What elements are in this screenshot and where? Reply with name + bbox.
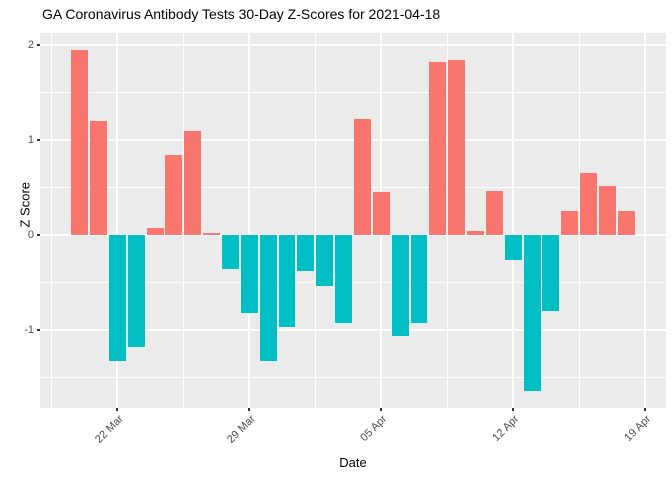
y-tick-mark [37,234,40,237]
bar [71,50,89,236]
x-tick-label: 29 Mar [225,413,258,446]
bar [580,172,598,236]
gridline-major-h [40,329,666,332]
bar [485,190,503,236]
gridline-minor-v [446,33,448,408]
bar [184,130,202,236]
bar [372,191,390,236]
bar [108,235,126,362]
gridline-major-v [644,33,647,408]
gridline-major-v [512,33,515,408]
bar [259,235,277,361]
bar [599,185,617,236]
bar [429,62,447,236]
bar [523,235,541,391]
y-tick-mark [37,139,40,142]
x-axis-title: Date [339,455,367,470]
bar [353,119,371,236]
gridline-major-v [116,33,119,408]
gridline-major-h [40,139,666,142]
gridline-minor-h [40,92,666,94]
bar [165,154,183,236]
x-tick-label: 22 Mar [93,413,126,446]
bar [448,59,466,236]
chart-title: GA Coronavirus Antibody Tests 30-Day Z-S… [42,6,441,22]
bar [467,231,485,236]
x-tick-mark [380,408,383,411]
bar [316,235,334,287]
plot-panel [40,33,666,408]
x-tick-label: 19 Apr [622,413,654,444]
bar [146,227,164,236]
y-tick-mark [37,44,40,47]
gridline-major-h [40,44,666,47]
gridline-minor-h [40,282,666,284]
bar [203,233,221,236]
y-axis-title: Z Score [17,181,33,228]
x-tick-mark [512,408,515,411]
bar [391,235,409,336]
gridline-minor-v [50,33,52,408]
bar [504,235,522,260]
y-tick-mark [37,329,40,332]
x-tick-label: 05 Apr [358,413,390,444]
gridline-minor-v [578,33,580,408]
x-tick-mark [248,408,251,411]
bar [89,121,107,236]
gridline-minor-h [40,187,666,189]
bar [617,211,635,236]
gridline-major-h [40,234,666,237]
bar [335,235,353,324]
x-tick-mark [116,408,119,411]
bar [221,235,239,270]
gridline-minor-v [182,33,184,408]
x-tick-mark [644,408,647,411]
gridline-minor-h [40,377,666,379]
bar [127,235,145,348]
y-tick-label: 1 [27,134,34,147]
bar [561,211,579,236]
bar [240,235,258,314]
gridline-major-v [248,33,251,408]
y-tick-label: -1 [24,324,34,337]
x-tick-label: 12 Apr [490,413,522,444]
bar [297,235,315,272]
bar [542,235,560,312]
y-tick-label: 0 [27,229,34,242]
bar [410,235,428,323]
bar [278,235,296,328]
y-tick-label: 2 [27,39,34,52]
gridline-minor-v [314,33,316,408]
